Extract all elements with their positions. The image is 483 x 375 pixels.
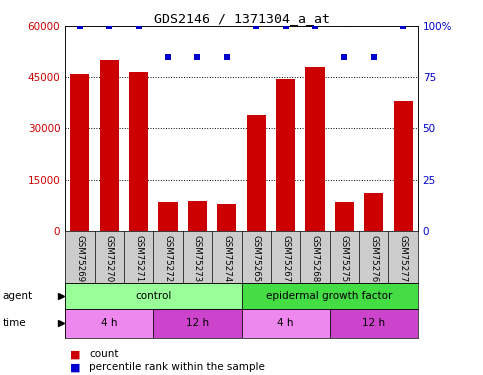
Bar bbox=[305, 67, 325, 231]
Bar bbox=[65, 309, 154, 338]
Point bbox=[311, 23, 319, 29]
Text: GSM75274: GSM75274 bbox=[222, 235, 231, 282]
Bar bbox=[71, 74, 89, 231]
Text: time: time bbox=[2, 318, 26, 328]
Bar bbox=[394, 101, 412, 231]
Text: GSM75277: GSM75277 bbox=[398, 235, 408, 282]
Text: 4 h: 4 h bbox=[101, 318, 117, 328]
Text: ■: ■ bbox=[70, 350, 81, 359]
Point bbox=[341, 54, 348, 60]
Text: ■: ■ bbox=[70, 363, 81, 372]
Bar bbox=[247, 115, 266, 231]
Text: agent: agent bbox=[2, 291, 32, 301]
Bar bbox=[129, 72, 148, 231]
Point bbox=[252, 23, 260, 29]
Text: GSM75276: GSM75276 bbox=[369, 235, 378, 282]
Point bbox=[194, 54, 201, 60]
Bar bbox=[65, 283, 242, 309]
Bar bbox=[154, 309, 242, 338]
Text: GSM75267: GSM75267 bbox=[281, 235, 290, 282]
Point bbox=[282, 23, 289, 29]
Text: GSM75270: GSM75270 bbox=[105, 235, 114, 282]
Point bbox=[135, 23, 142, 29]
Point bbox=[399, 23, 407, 29]
Bar bbox=[276, 79, 295, 231]
Text: GSM75273: GSM75273 bbox=[193, 235, 202, 282]
Text: percentile rank within the sample: percentile rank within the sample bbox=[89, 363, 265, 372]
Bar bbox=[217, 204, 236, 231]
Text: control: control bbox=[135, 291, 171, 301]
Bar bbox=[242, 309, 330, 338]
Bar bbox=[99, 60, 119, 231]
Point bbox=[76, 23, 84, 29]
Point bbox=[223, 54, 231, 60]
Bar bbox=[329, 309, 418, 338]
Text: GSM75272: GSM75272 bbox=[164, 235, 172, 282]
Bar bbox=[364, 193, 384, 231]
Bar bbox=[158, 202, 178, 231]
Text: epidermal growth factor: epidermal growth factor bbox=[267, 291, 393, 301]
Point bbox=[105, 23, 113, 29]
Text: GSM75271: GSM75271 bbox=[134, 235, 143, 282]
Text: 4 h: 4 h bbox=[277, 318, 294, 328]
Bar bbox=[242, 283, 418, 309]
Text: 12 h: 12 h bbox=[362, 318, 385, 328]
Text: GSM75275: GSM75275 bbox=[340, 235, 349, 282]
Text: GSM75269: GSM75269 bbox=[75, 235, 85, 282]
Point bbox=[164, 54, 172, 60]
Title: GDS2146 / 1371304_a_at: GDS2146 / 1371304_a_at bbox=[154, 12, 329, 25]
Bar bbox=[188, 201, 207, 231]
Text: GSM75265: GSM75265 bbox=[252, 235, 261, 282]
Text: GSM75268: GSM75268 bbox=[311, 235, 319, 282]
Bar bbox=[335, 202, 354, 231]
Point bbox=[370, 54, 378, 60]
Text: 12 h: 12 h bbox=[186, 318, 209, 328]
Text: count: count bbox=[89, 350, 119, 359]
